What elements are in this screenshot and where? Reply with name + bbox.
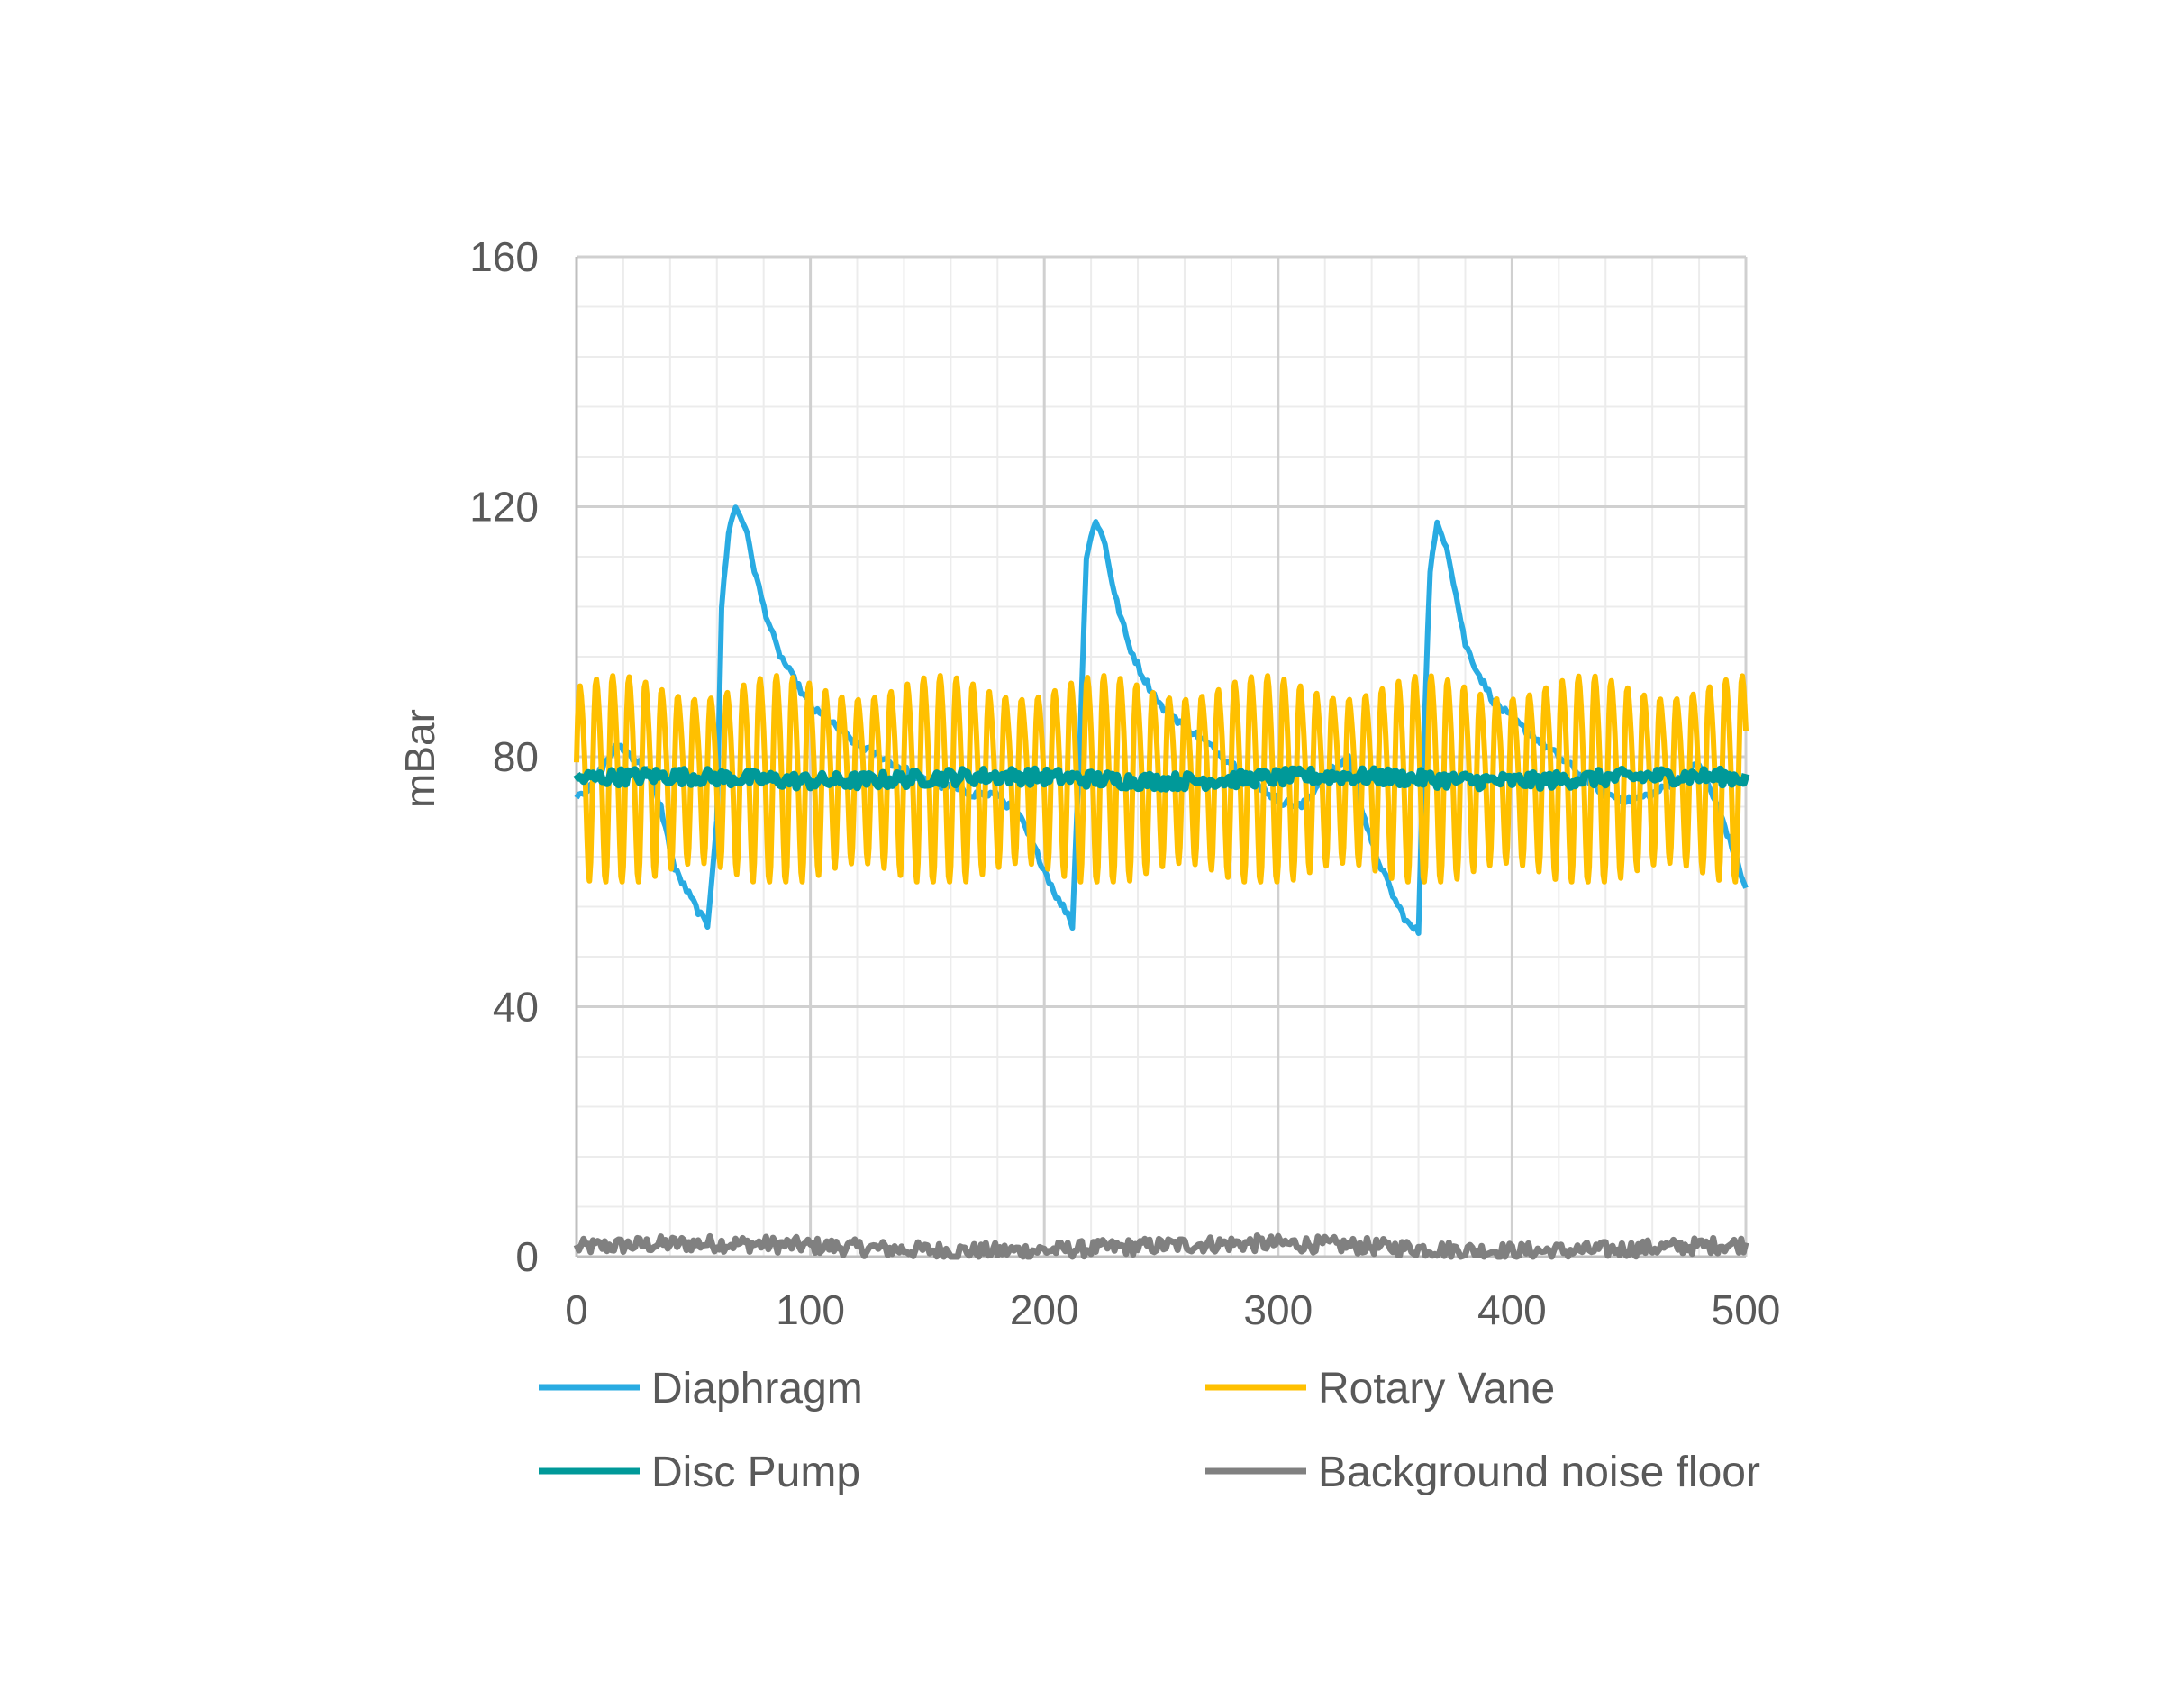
y-tick-label: 120	[469, 484, 539, 531]
legend-item: Rotary Vane	[1205, 1365, 1555, 1413]
legend-label: Diaphragm	[651, 1365, 863, 1413]
x-tick-labels: 0 100 200 300 400 500	[565, 1286, 1780, 1333]
legend: Diaphragm Rotary Vane Disc Pump Background …	[539, 1365, 1760, 1496]
y-tick-label: 40	[493, 984, 539, 1031]
series-line-background-noise-floor	[573, 1232, 1749, 1260]
legend-label: Rotary Vane	[1318, 1365, 1555, 1413]
y-tick-labels: 0 40 80 120 160	[469, 233, 539, 1280]
legend-item: Diaphragm	[539, 1365, 863, 1413]
y-tick-label: 80	[493, 733, 539, 780]
x-tick-label: 300	[1243, 1286, 1313, 1333]
series-line-disc-pump	[573, 765, 1750, 793]
x-tick-label: 100	[776, 1286, 845, 1333]
legend-label: Disc Pump	[651, 1449, 860, 1496]
legend-item: Disc Pump	[539, 1449, 860, 1496]
x-tick-label: 200	[1010, 1286, 1079, 1333]
x-tick-label: 400	[1477, 1286, 1547, 1333]
y-tick-label: 160	[469, 233, 539, 280]
legend-item: Background noise floor	[1205, 1449, 1760, 1496]
x-tick-label: 500	[1712, 1286, 1781, 1333]
y-tick-label: 0	[515, 1233, 539, 1280]
y-axis-title: mBar	[396, 709, 443, 808]
series-layer	[573, 504, 1750, 1260]
legend-label: Background noise floor	[1318, 1449, 1760, 1496]
x-tick-label: 0	[565, 1286, 588, 1333]
